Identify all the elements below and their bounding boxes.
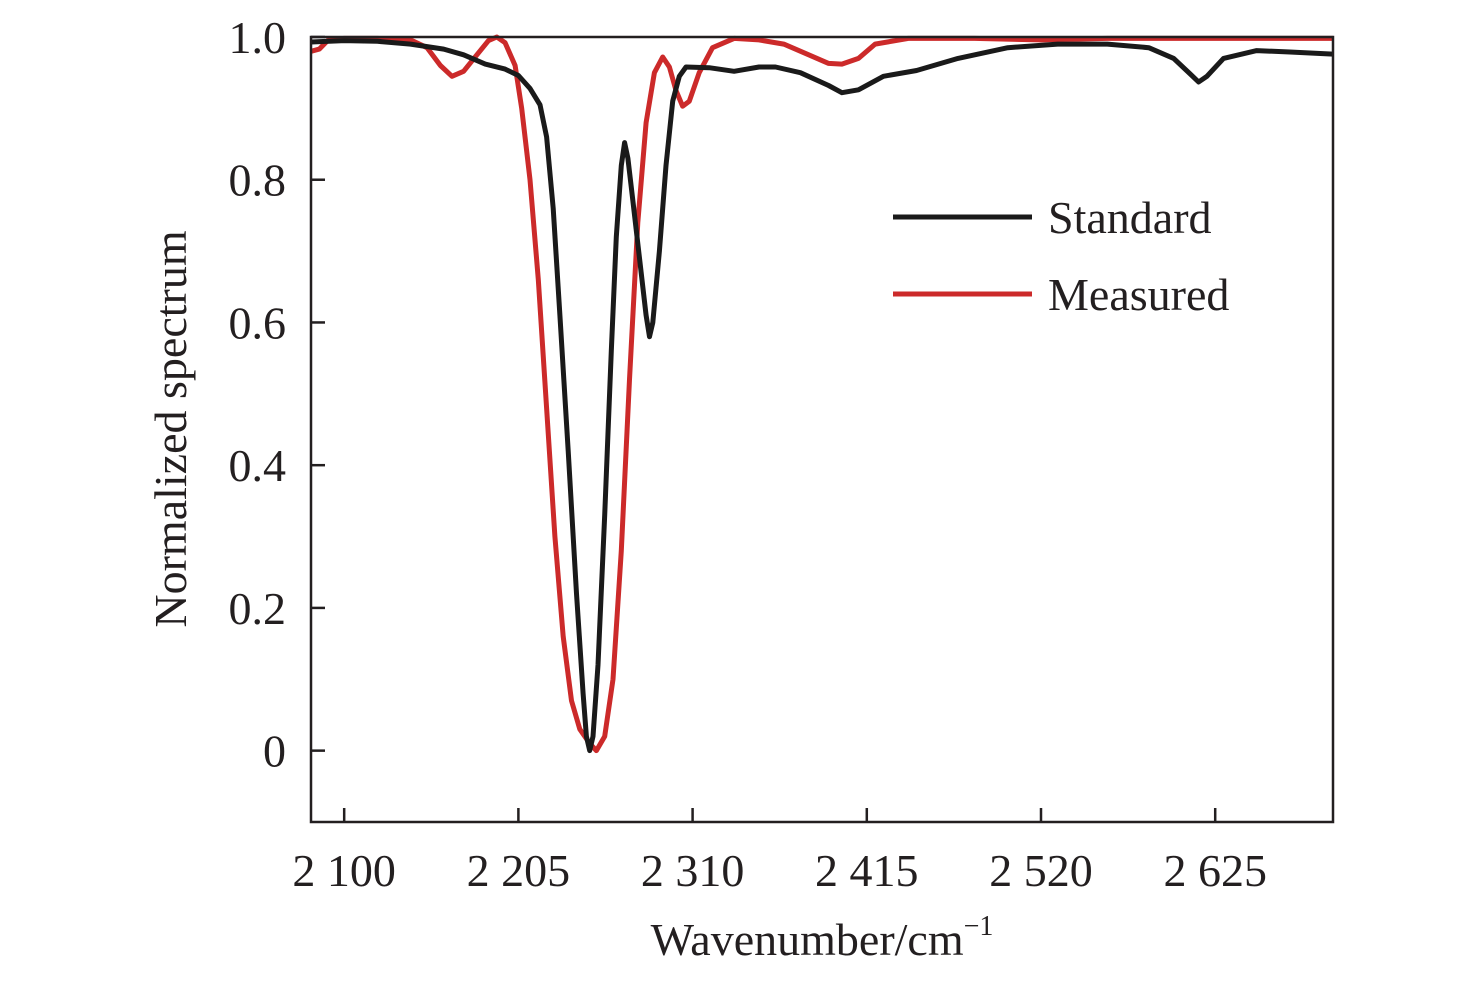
y-tick-label: 0: [263, 726, 286, 777]
ticks-layer: 2 100 2 205 2 310 2 415 2 520 2 625 0 0.2 0.4 0.6…: [229, 12, 1267, 896]
x-axis-title: Wavenumber/cm−1: [651, 911, 994, 965]
x-tick-label: 2 100: [292, 845, 396, 896]
y-tick-label: 1.0: [229, 12, 287, 63]
plot-frame: [309, 35, 1335, 824]
legend-item-standard: Standard: [893, 192, 1212, 243]
legend-item-measured: Measured: [893, 269, 1229, 320]
y-tick-label: 0.4: [229, 440, 287, 491]
series-layer: [311, 34, 1333, 754]
x-tick-label: 2 205: [467, 845, 571, 896]
legend: Standard Measured: [893, 192, 1229, 320]
x-tick-label: 2 520: [989, 845, 1093, 896]
legend-label: Standard: [1048, 192, 1212, 243]
series-line-measured: [311, 34, 1333, 754]
series-line-standard: [311, 38, 1333, 754]
x-tick-label: 2 625: [1163, 845, 1267, 896]
legend-label: Measured: [1048, 269, 1229, 320]
y-axis-title: Normalized spectrum: [145, 230, 196, 627]
x-axis-title-superscript: −1: [964, 911, 994, 942]
y-tick-label: 0.8: [229, 155, 287, 206]
x-tick-label: 2 310: [641, 845, 745, 896]
x-tick-label: 2 415: [815, 845, 919, 896]
y-tick-label: 0.2: [229, 583, 287, 634]
x-axis-title-text: Wavenumber/cm: [651, 914, 964, 965]
y-tick-label: 0.6: [229, 297, 287, 348]
